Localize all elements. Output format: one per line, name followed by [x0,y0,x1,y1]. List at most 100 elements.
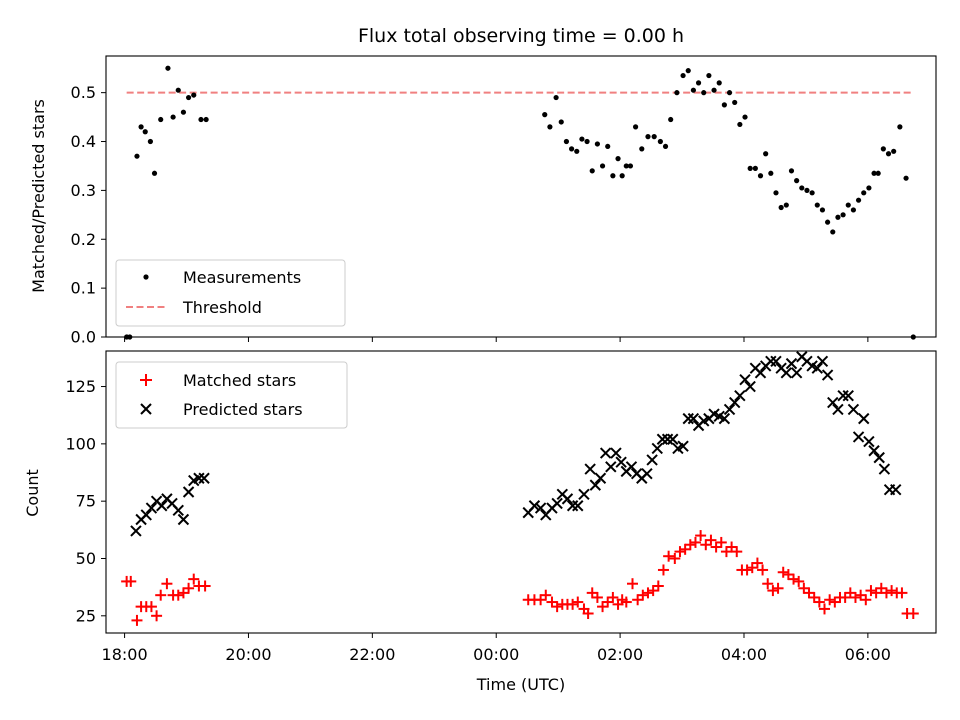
measurement-point-60 [773,190,779,196]
measurement-point-11 [180,109,187,115]
legend-measurements-marker [143,274,149,280]
measurement-point-68 [814,202,820,208]
predicted-point-39 [656,433,669,445]
x-tick-label-5: 04:00 [721,645,767,664]
ratio-y-tick-label-1: 0.1 [71,279,96,298]
measurement-point-76 [855,197,862,203]
count-plot-frame [105,350,937,634]
matched-point-67 [788,573,800,585]
matched-point-82 [865,585,877,597]
predicted-point-27 [594,472,607,484]
ratio-y-tick-label-4: 0.4 [71,132,96,151]
x-tick-label-3: 00:00 [473,645,519,664]
predicted-point-75 [842,390,854,402]
measurement-point-73 [840,212,846,218]
measurement-point-3 [138,124,144,130]
legend-measurements-label: Measurements [183,268,301,287]
measurement-point-21 [568,146,575,152]
measurement-point-4 [142,129,148,135]
ratio-y-tick-label-5: 0.5 [71,83,96,102]
ratio-y-tick-label-2: 0.2 [71,230,96,249]
predicted-point-74 [837,390,849,402]
matched-point-5 [145,601,157,613]
measurement-point-43 [685,68,691,74]
legend-matched-label: Matched stars [183,371,296,390]
measurement-point-66 [804,187,810,193]
measurement-point-27 [599,163,606,169]
matched-point-63 [767,585,779,597]
legend-predicted-marker [140,403,152,415]
count-legend-box [115,361,348,429]
x-tick-label-1: 20:00 [225,645,271,664]
matched-point-1 [125,575,137,587]
legend-predicted-label: Predicted stars [183,400,303,419]
measurement-point-70 [825,219,831,225]
matched-point-49 [695,530,707,542]
measurement-point-28 [605,143,611,150]
measurement-point-15 [203,116,209,123]
measurement-point-69 [819,207,826,213]
measurement-point-5 [147,138,153,145]
measurement-point-37 [651,134,657,140]
predicted-point-53 [728,396,741,409]
predicted-point-3 [145,502,158,514]
measurement-point-72 [835,214,841,220]
measurement-point-36 [645,134,651,140]
matched-point-21 [551,601,563,613]
predicted-point-5 [156,500,168,512]
measurement-point-7 [158,116,164,123]
x-axis-label: Time (UTC) [476,675,565,694]
matched-point-48 [689,536,701,548]
matched-point-79 [849,591,861,603]
matched-point-38 [637,589,649,601]
ratio-y-tick-label-0: 0.0 [71,328,96,347]
matched-point-45 [674,546,686,558]
measurement-point-51 [726,90,733,96]
matched-point-13 [188,573,200,585]
measurement-point-80 [875,170,881,176]
measurement-point-41 [674,90,680,96]
measurement-point-67 [809,190,815,196]
matched-point-60 [751,557,763,569]
measurement-point-83 [891,148,897,154]
measurement-point-85 [903,175,909,181]
predicted-point-21 [561,493,574,505]
matched-point-44 [669,552,681,564]
matched-point-64 [772,582,784,594]
count-y-tick-label-4: 125 [65,377,96,396]
count-marks [121,351,919,626]
ratio-y-tick-label-3: 0.3 [71,181,96,200]
matched-point-8 [161,578,173,590]
matched-point-65 [777,566,789,578]
predicted-point-30 [610,447,622,459]
count-y-tick-label-1: 50 [76,549,96,568]
measurement-point-9 [170,114,176,120]
measurement-point-14 [198,116,204,123]
measurement-point-82 [885,151,892,157]
measurement-point-2 [134,153,140,159]
matched-point-12 [183,582,195,594]
matched-point-35 [620,596,632,608]
measurement-point-42 [680,72,686,79]
measurement-point-61 [778,204,784,211]
measurement-point-48 [711,87,717,93]
measurement-point-16 [542,112,548,118]
measurement-point-23 [579,136,585,142]
predicted-point-29 [605,461,617,473]
measurement-point-71 [830,229,836,235]
measurement-point-52 [732,99,738,106]
matched-point-42 [657,564,669,576]
predicted-point-73 [832,403,844,416]
matched-point-2 [131,614,143,626]
predicted-point-82 [878,463,891,475]
legend-threshold-label: Threshold [182,298,262,317]
matched-point-90 [907,608,919,620]
measurement-point-6 [151,170,158,176]
ratio-legend: Measurements Threshold [115,259,346,327]
predicted-point-84 [890,484,902,496]
x-tick-label-0: 18:00 [102,645,148,664]
measurement-point-56 [752,165,758,171]
measurement-point-22 [574,148,580,154]
matched-point-25 [572,596,584,608]
